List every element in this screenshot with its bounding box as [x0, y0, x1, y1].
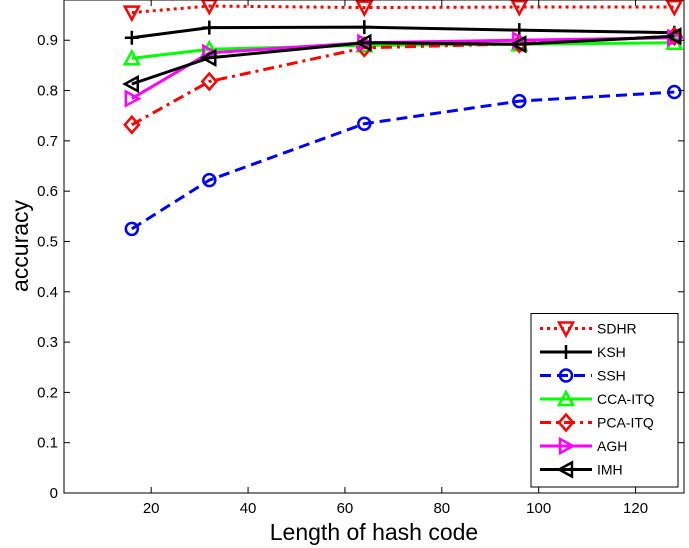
data-point-imh: [199, 48, 217, 67]
series-line-ssh: [131, 90, 675, 231]
axes-box: [63, 0, 685, 494]
axes-layer: 20 40 60 80 100 120 0 0.1 0.2 0.3 0.4 0.5 0.6 0.7 0.8 0…: [37, 0, 685, 517]
y-tick-label: 0: [50, 485, 58, 502]
x-tick-label: 120: [623, 500, 648, 517]
legend-item-imh: IMH: [540, 460, 623, 479]
x-tick-label: 40: [240, 500, 257, 517]
data-point-sdhr: [665, 0, 684, 17]
legend-label: CCA-ITQ: [597, 391, 655, 407]
data-point-imh: [664, 27, 682, 46]
legend-label: IMH: [597, 462, 623, 478]
legend-label: AGH: [597, 438, 627, 454]
data-point-imh: [354, 33, 372, 52]
series-line-sdhr: [131, 4, 675, 15]
data-point-sdhr: [355, 0, 374, 18]
data-point-ssh: [667, 84, 682, 100]
legend: SDHR KSH SSH CCA-ITQ PCA-ITQ AGH IMH: [530, 313, 679, 488]
legend-marker: [556, 321, 576, 339]
legend-item-ssh: SSH: [540, 368, 626, 384]
data-point-ssh: [124, 221, 140, 237]
legend-marker: [556, 460, 574, 479]
y-tick-label: 0.5: [37, 233, 58, 250]
series-line-imh: [131, 34, 675, 86]
y-tick-label: 0.6: [37, 183, 58, 200]
legend-label: SSH: [597, 368, 626, 384]
x-tick-label: 80: [433, 500, 450, 517]
y-axis-title: accuracy: [7, 199, 33, 292]
series-ssh: [124, 84, 682, 237]
x-tick-label: 100: [526, 500, 551, 517]
data-point-ksh: [202, 20, 217, 35]
legend-label: SDHR: [597, 321, 637, 337]
legend-marker: [558, 436, 576, 456]
legend-item-agh: AGH: [540, 436, 627, 456]
legend-item-ksh: KSH: [540, 344, 626, 360]
y-tick-label: 0.2: [37, 384, 58, 401]
y-tick-label: 0.8: [37, 83, 58, 100]
legend-marker: [559, 345, 573, 359]
data-point-cca-itq: [122, 48, 141, 66]
data-point-ssh: [512, 93, 527, 109]
data-point-sdhr: [510, 0, 529, 17]
series-layer: [122, 0, 684, 237]
series-imh: [122, 27, 682, 94]
legend-item-pca-itq: PCA-ITQ: [540, 412, 654, 433]
data-point-imh: [122, 74, 140, 94]
data-point-ssh: [202, 172, 217, 188]
data-point-ksh: [124, 30, 139, 45]
data-point-imh: [509, 35, 527, 54]
legend-label: PCA-ITQ: [597, 415, 654, 431]
y-tick-label: 0.4: [37, 284, 58, 301]
legend-label: KSH: [597, 344, 626, 360]
legend-item-sdhr: SDHR: [540, 321, 637, 339]
y-tick-label: 0.1: [37, 435, 58, 452]
y-tick-label: 0.9: [37, 32, 58, 49]
x-tick-label: 20: [143, 500, 160, 517]
legend-marker: [557, 412, 575, 433]
legend-marker: [558, 368, 574, 383]
data-point-agh: [124, 89, 142, 108]
data-point-ksh: [357, 20, 372, 35]
legend-item-cca-itq: CCA-ITQ: [540, 389, 655, 407]
y-tick-label: 0.7: [37, 133, 58, 150]
data-point-pca-itq: [123, 114, 141, 135]
legend-marker: [556, 389, 576, 407]
y-tick-label: 0.3: [37, 334, 58, 351]
x-axis-title: Length of hash code: [270, 519, 478, 545]
data-point-ssh: [357, 116, 372, 132]
x-tick-label: 60: [337, 500, 354, 517]
data-point-sdhr: [122, 5, 141, 23]
data-point-pca-itq: [200, 71, 218, 92]
